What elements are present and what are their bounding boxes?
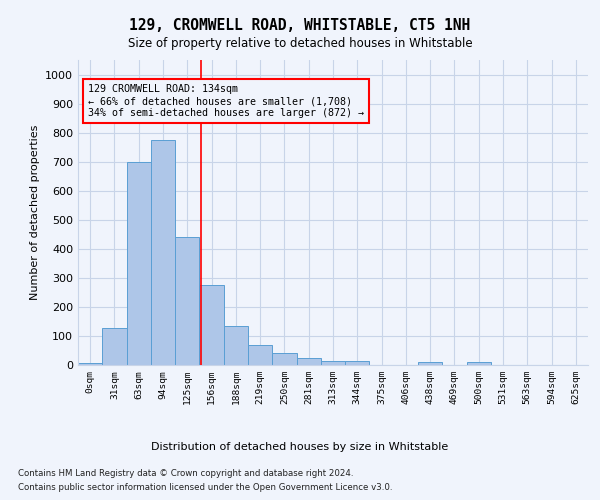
Bar bbox=[248, 344, 272, 365]
Bar bbox=[151, 140, 175, 365]
Text: 129 CROMWELL ROAD: 134sqm
← 66% of detached houses are smaller (1,708)
34% of se: 129 CROMWELL ROAD: 134sqm ← 66% of detac… bbox=[88, 84, 364, 117]
Bar bbox=[345, 361, 370, 365]
Text: Distribution of detached houses by size in Whitstable: Distribution of detached houses by size … bbox=[151, 442, 449, 452]
Bar bbox=[418, 362, 442, 365]
Bar bbox=[224, 326, 248, 365]
Bar bbox=[321, 361, 345, 365]
Bar bbox=[296, 358, 321, 365]
Y-axis label: Number of detached properties: Number of detached properties bbox=[29, 125, 40, 300]
Bar bbox=[199, 285, 224, 365]
Bar bbox=[78, 363, 102, 365]
Bar bbox=[102, 328, 127, 365]
Text: 129, CROMWELL ROAD, WHITSTABLE, CT5 1NH: 129, CROMWELL ROAD, WHITSTABLE, CT5 1NH bbox=[130, 18, 470, 32]
Bar bbox=[272, 354, 296, 365]
Text: Contains HM Land Registry data © Crown copyright and database right 2024.: Contains HM Land Registry data © Crown c… bbox=[18, 468, 353, 477]
Text: Contains public sector information licensed under the Open Government Licence v3: Contains public sector information licen… bbox=[18, 484, 392, 492]
Bar bbox=[175, 237, 199, 365]
Bar bbox=[467, 362, 491, 365]
Bar bbox=[127, 162, 151, 365]
Text: Size of property relative to detached houses in Whitstable: Size of property relative to detached ho… bbox=[128, 38, 472, 51]
